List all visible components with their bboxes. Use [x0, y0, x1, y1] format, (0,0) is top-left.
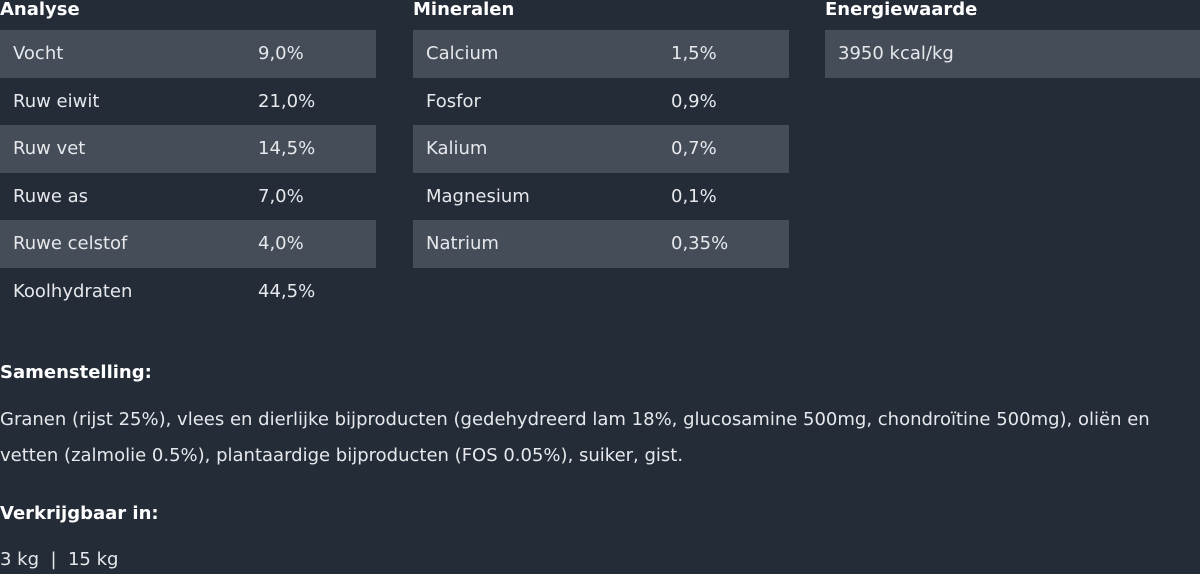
row-label: Vocht [13, 43, 64, 65]
table-row: Fosfor 0,9% [413, 78, 789, 126]
table-row: Vocht 9,0% [0, 30, 376, 78]
samenstelling-text: Granen (rijst 25%), vlees en dierlijke b… [0, 409, 1150, 466]
row-label: Kalium [426, 138, 488, 160]
table-row: Magnesium 0,1% [413, 173, 789, 221]
row-label: Natrium [426, 233, 499, 255]
row-label: Ruwe celstof [13, 233, 128, 255]
row-value: 0,35% [671, 233, 729, 255]
samenstelling-title: Samenstelling: [0, 362, 152, 383]
mineralen-table: Mineralen Calcium 1,5% Fosfor 0,9% Kalium 0,7… [413, 0, 789, 268]
row-value: 14,5% [258, 138, 316, 160]
row-label: Ruwe as [13, 185, 89, 207]
table-row: Ruwe as 7,0% [0, 173, 376, 221]
row-value: 44,5% [258, 280, 316, 302]
row-value: 21,0% [258, 90, 316, 112]
analyse-table: Analyse Vocht 9,0% Ruw eiwit 21,0% Ruw vet 14… [0, 0, 376, 315]
row-value: 1,5% [671, 43, 717, 65]
table-row: Ruw eiwit 21,0% [0, 78, 376, 126]
row-label: Magnesium [426, 185, 530, 207]
row-label: Fosfor [426, 90, 481, 112]
table-row: Calcium 1,5% [413, 30, 789, 78]
row-value: 0,7% [671, 138, 717, 160]
energie-table: Energiewaarde 3950 kcal/kg [825, 0, 1200, 78]
table-row: Koolhydraten 44,5% [0, 268, 376, 316]
table-row: Ruw vet 14,5% [0, 125, 376, 173]
row-label: Calcium [426, 43, 499, 65]
row-value: 0,1% [671, 185, 717, 207]
row-label: Ruw vet [13, 138, 86, 160]
row-value: 4,0% [258, 233, 304, 255]
row-label: Koolhydraten [13, 280, 133, 302]
row-value: 0,9% [671, 90, 717, 112]
table-row: Kalium 0,7% [413, 125, 789, 173]
energie-value: 3950 kcal/kg [838, 43, 954, 65]
table-row: Natrium 0,35% [413, 220, 789, 268]
energie-title: Energiewaarde [825, 0, 978, 20]
verkrijgbaar-sizes: 3 kg | 15 kg [0, 549, 119, 570]
analyse-title: Analyse [0, 0, 80, 20]
row-value: 9,0% [258, 43, 304, 65]
table-row: Ruwe celstof 4,0% [0, 220, 376, 268]
energie-row: 3950 kcal/kg [825, 30, 1200, 78]
row-label: Ruw eiwit [13, 90, 100, 112]
mineralen-title: Mineralen [413, 0, 515, 20]
row-value: 7,0% [258, 185, 304, 207]
verkrijgbaar-title: Verkrijgbaar in: [0, 503, 159, 524]
